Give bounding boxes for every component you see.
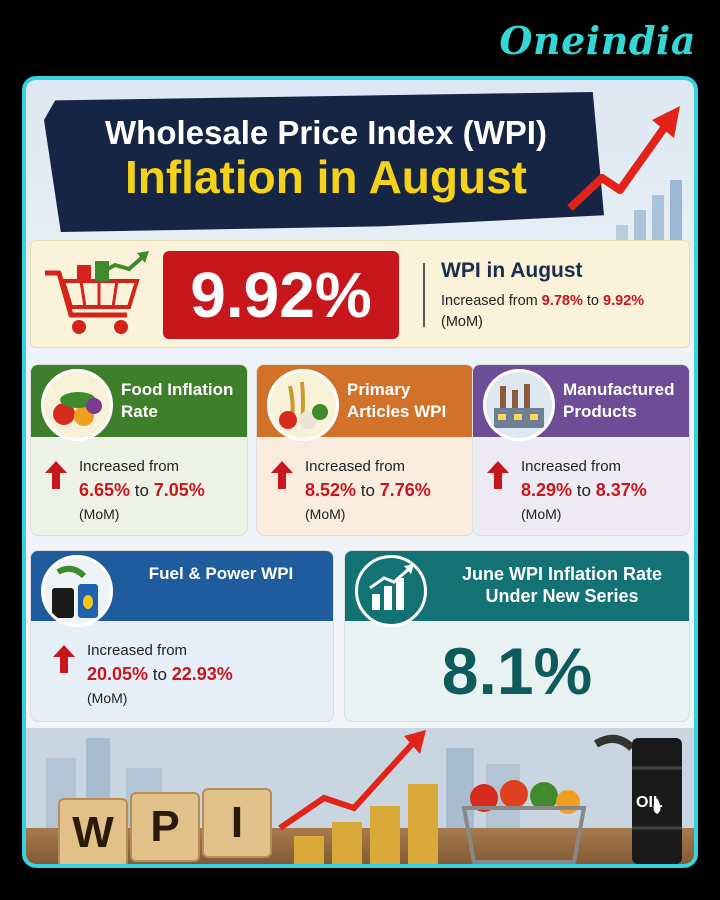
to-value: 8.37% <box>595 480 647 500</box>
wpi-block-i: I <box>202 788 272 858</box>
wpi-block-w: W <box>58 798 128 864</box>
to-word: to <box>576 481 591 500</box>
card-title: June WPI Inflation Rate Under New Series <box>461 564 662 606</box>
card-label: Increased from <box>521 458 622 475</box>
card-mom: (MoM) <box>87 690 128 706</box>
card-title: Fuel & Power WPI <box>148 564 294 583</box>
card-mom: (MoM) <box>79 506 120 522</box>
to-word: to <box>152 665 167 684</box>
card-label: Increased from <box>87 642 188 659</box>
card-mom: (MoM) <box>305 506 346 522</box>
headline-to-value: 9.92% <box>603 293 645 309</box>
headline-mom: (MoM) <box>441 314 483 330</box>
title-line1: Wholesale Price Index (WPI) <box>105 114 547 151</box>
card-values: 6.65% to 7.05% <box>79 477 247 504</box>
headline-label: WPI in August <box>441 259 583 282</box>
june-wpi-value: 8.1% <box>441 634 593 708</box>
factory-icon <box>483 369 555 441</box>
to-word: to <box>134 481 149 500</box>
card-food-inflation: Food Inflation Rate Increased from 6.65%… <box>30 364 248 536</box>
from-value: 20.05% <box>87 664 149 684</box>
to-value: 22.93% <box>171 664 233 684</box>
title-banner <box>44 92 604 232</box>
to-value: 7.05% <box>153 480 205 500</box>
title-line2: Inflation in August <box>124 151 527 203</box>
headline-panel: 9.92% WPI in August Increased from 9.78%… <box>30 240 690 348</box>
wpi-august-value: 9.92% <box>163 251 399 339</box>
card-manufactured-products: Manufactured Products Increased from 8.2… <box>472 364 690 536</box>
up-arrow-icon <box>53 645 75 673</box>
card-title: Manufactured Products <box>563 380 675 421</box>
card-label: Increased from <box>79 458 180 475</box>
oil-barrel-icon <box>593 734 682 864</box>
from-value: 8.52% <box>305 480 357 500</box>
infographic-frame: Wholesale Price Index (WPI) Inflation in… <box>22 76 698 868</box>
to-word: to <box>360 481 375 500</box>
from-value: 8.29% <box>521 480 573 500</box>
to-value: 7.76% <box>379 480 431 500</box>
headline-desc-prefix: Increased from <box>441 293 542 309</box>
card-values: 20.05% to 22.93% <box>87 661 257 688</box>
up-arrow-icon <box>487 461 509 489</box>
grains-produce-icon <box>267 369 339 441</box>
card-values: 8.29% to 8.37% <box>521 477 689 504</box>
headline-to-word: to <box>582 293 604 309</box>
headline-from-value: 9.78% <box>541 293 583 309</box>
vegetables-icon <box>41 369 113 441</box>
fuel-oil-icon <box>41 555 113 627</box>
card-title: Primary Articles WPI <box>347 380 447 421</box>
coin-stacks-icon <box>278 730 438 864</box>
from-value: 6.65% <box>79 480 131 500</box>
card-fuel-power: Fuel & Power WPI Increased from 20.05% t… <box>30 550 334 722</box>
card-mom: (MoM) <box>521 506 562 522</box>
wpi-block-p: P <box>130 792 200 862</box>
divider <box>423 263 425 327</box>
brand-logo: Oneindia <box>499 18 696 63</box>
headline-description: Increased from 9.78% to 9.92% (MoM) <box>441 291 691 333</box>
up-arrow-icon <box>45 461 67 489</box>
card-june-wpi: June WPI Inflation Rate Under New Series… <box>344 550 690 722</box>
card-values: 8.52% to 7.76% <box>305 477 473 504</box>
up-arrow-icon <box>271 461 293 489</box>
card-label: Increased from <box>305 458 406 475</box>
shopping-cart-icon <box>45 251 149 334</box>
trend-up-arrow-icon <box>567 106 680 211</box>
card-title: Food Inflation Rate <box>121 380 234 421</box>
bottom-scene: W P I OIL <box>26 728 694 864</box>
growth-chart-icon <box>355 555 427 627</box>
oil-barrel-label: OIL <box>636 794 663 811</box>
card-primary-articles: Primary Articles WPI Increased from 8.52… <box>256 364 474 536</box>
vegetable-basket-icon <box>461 780 587 864</box>
